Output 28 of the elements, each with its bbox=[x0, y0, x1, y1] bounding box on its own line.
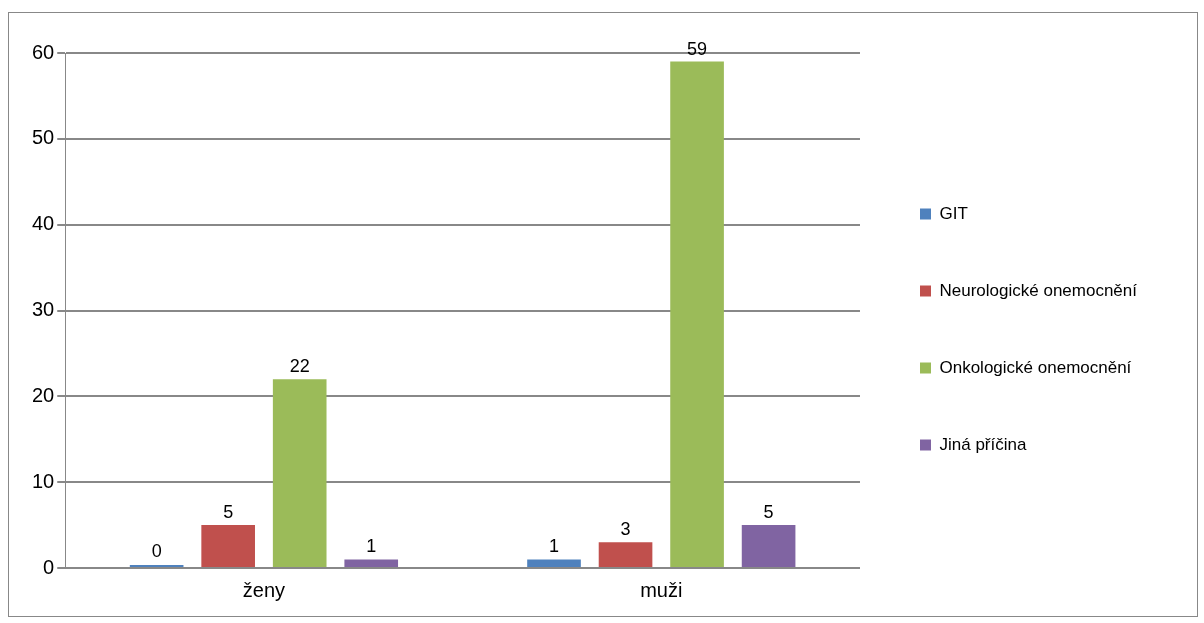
y-tick-label: 10 bbox=[32, 469, 55, 492]
legend-label: Onkologické onemocnění bbox=[939, 357, 1132, 377]
data-label: 1 bbox=[549, 536, 560, 557]
bar bbox=[527, 559, 581, 567]
bar bbox=[201, 525, 255, 567]
bar bbox=[272, 379, 327, 567]
bar bbox=[598, 542, 653, 567]
x-tick-label: muži bbox=[640, 578, 683, 601]
legend-label: GIT bbox=[939, 203, 968, 223]
y-tick-label: 30 bbox=[32, 298, 55, 321]
data-label: 59 bbox=[687, 38, 708, 59]
legend-label: Neurologické onemocnění bbox=[939, 280, 1138, 300]
bar bbox=[741, 525, 796, 567]
data-label: 3 bbox=[620, 519, 631, 540]
y-tick-label: 20 bbox=[32, 383, 55, 406]
data-label: 0 bbox=[151, 540, 162, 561]
y-tick-label: 0 bbox=[43, 555, 55, 578]
data-label: 22 bbox=[289, 356, 310, 377]
x-tick-label: ženy bbox=[242, 578, 286, 601]
y-tick-label: 50 bbox=[32, 126, 55, 149]
data-label: 5 bbox=[763, 502, 774, 523]
legend-label: Jiná příčina bbox=[939, 434, 1027, 454]
y-tick-label: 40 bbox=[32, 212, 55, 235]
data-label: 1 bbox=[366, 536, 377, 557]
bar bbox=[344, 559, 399, 567]
y-tick-label: 60 bbox=[32, 40, 55, 63]
bar bbox=[670, 61, 724, 567]
data-label: 5 bbox=[223, 502, 234, 523]
